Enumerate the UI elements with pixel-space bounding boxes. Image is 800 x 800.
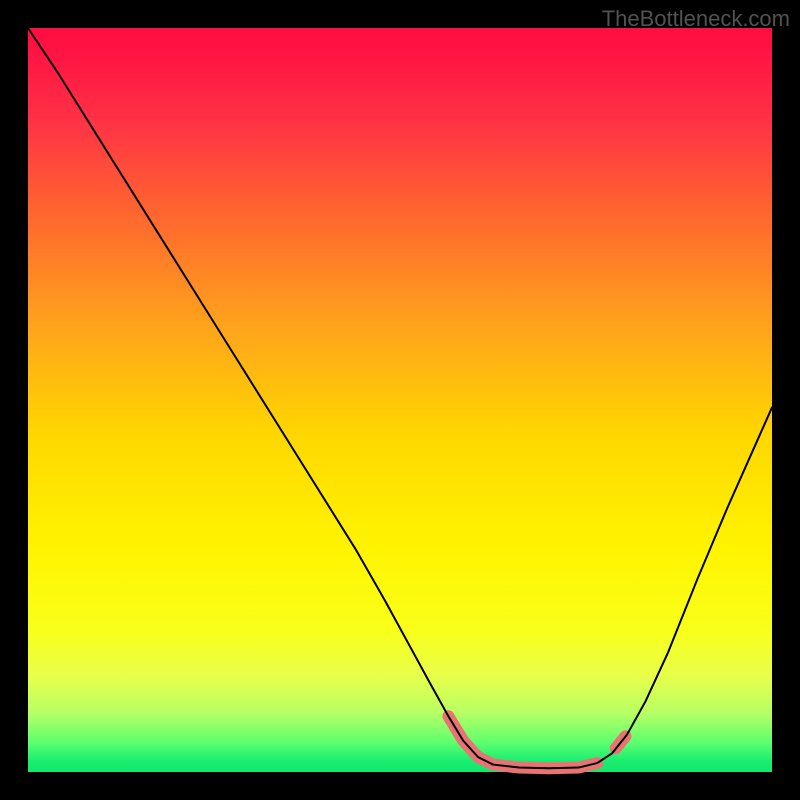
chart-svg (0, 0, 800, 800)
bottleneck-chart: TheBottleneck.com (0, 0, 800, 800)
watermark-text: TheBottleneck.com (602, 6, 790, 32)
